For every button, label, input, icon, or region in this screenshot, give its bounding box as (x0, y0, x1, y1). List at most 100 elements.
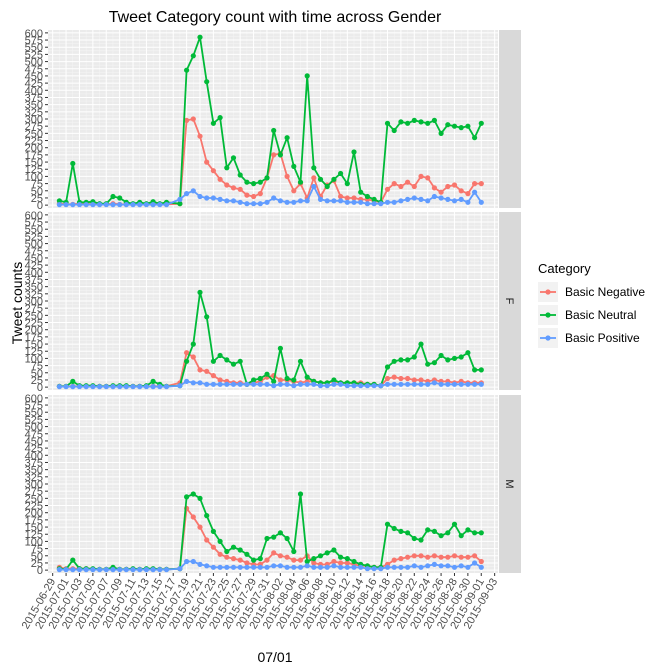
data-point (431, 193, 437, 200)
legend: Category Basic Negative Basic Neutral Basi… (538, 261, 645, 348)
data-point (317, 383, 324, 389)
legend-key-point (545, 312, 551, 318)
data-point (344, 556, 350, 562)
data-point (210, 120, 216, 126)
data-point (405, 357, 411, 363)
data-point (351, 195, 357, 201)
data-point (438, 195, 444, 201)
data-point (83, 384, 89, 390)
data-point (70, 384, 76, 390)
data-point (472, 135, 478, 141)
data-point (331, 176, 337, 182)
data-point (351, 558, 357, 565)
data-point (445, 196, 451, 202)
data-point (425, 175, 431, 181)
data-point (465, 381, 471, 387)
data-point (244, 201, 250, 207)
data-point (458, 533, 464, 539)
data-point (391, 557, 397, 563)
data-point (291, 564, 297, 570)
y-tick-label: 25 (31, 193, 43, 205)
data-point (425, 381, 431, 387)
data-point (237, 557, 243, 563)
data-point (425, 527, 431, 533)
data-point (210, 195, 216, 201)
data-point (97, 567, 103, 573)
data-point (130, 567, 136, 573)
data-point (257, 375, 263, 382)
data-point (184, 191, 190, 197)
y-tick-label: 550 (25, 224, 43, 236)
y-tick-label: 100 (25, 353, 43, 365)
data-point (338, 554, 344, 560)
y-tick-label: 450 (25, 436, 43, 448)
data-point (204, 159, 210, 165)
data-point (311, 175, 317, 181)
data-point (478, 558, 484, 565)
data-point (338, 560, 344, 566)
y-tick-label: 600 (25, 210, 43, 222)
data-point (431, 185, 437, 191)
y-tick-label: 150 (25, 157, 43, 169)
data-point (311, 183, 317, 190)
data-point (224, 198, 230, 204)
data-point (371, 201, 377, 207)
y-tick-label: 500 (25, 422, 43, 434)
x-axis-title: 07/01 (257, 649, 292, 665)
data-point (472, 181, 478, 187)
data-point (411, 535, 417, 542)
data-point (271, 563, 277, 569)
data-point (458, 381, 464, 387)
data-point (418, 537, 424, 543)
data-point (311, 560, 317, 566)
data-point (277, 553, 283, 559)
y-tick-label: 75 (31, 544, 43, 556)
data-point (324, 564, 330, 570)
y-tick-label: 400 (25, 85, 43, 97)
data-point (411, 381, 417, 387)
data-point (472, 189, 478, 195)
data-point (384, 375, 391, 382)
data-point (257, 191, 263, 197)
data-point (371, 383, 377, 389)
data-point (177, 201, 183, 207)
data-point (70, 160, 76, 167)
data-point (445, 122, 451, 128)
data-point (465, 554, 471, 560)
data-point (411, 354, 417, 360)
data-point (472, 530, 478, 536)
data-point (338, 564, 344, 570)
data-point (465, 527, 471, 533)
data-point (224, 381, 230, 387)
facet-strip (499, 212, 521, 390)
data-point (103, 202, 109, 208)
data-point (411, 117, 417, 123)
data-point (311, 556, 317, 562)
data-point (210, 528, 216, 535)
y-tick-label: 325 (25, 289, 43, 301)
data-point (184, 350, 190, 356)
data-point (478, 367, 484, 373)
data-point (224, 165, 230, 171)
y-tick-label: 375 (25, 457, 43, 469)
data-point (210, 358, 216, 364)
data-point (391, 127, 397, 134)
data-point (284, 375, 290, 382)
data-point (251, 193, 257, 200)
data-point (324, 383, 330, 389)
data-point (63, 384, 69, 390)
data-point (117, 195, 123, 201)
data-point (304, 198, 310, 204)
data-point (472, 381, 478, 387)
data-point (217, 377, 223, 383)
data-point (451, 564, 458, 570)
data-point (364, 201, 370, 207)
data-point (311, 165, 317, 171)
data-point (264, 564, 270, 570)
y-tick-label: 325 (25, 107, 43, 119)
data-point (204, 537, 210, 543)
y-tick-label: 0 (37, 200, 43, 212)
data-point (63, 567, 69, 573)
data-point (451, 182, 458, 188)
data-point (425, 198, 431, 204)
